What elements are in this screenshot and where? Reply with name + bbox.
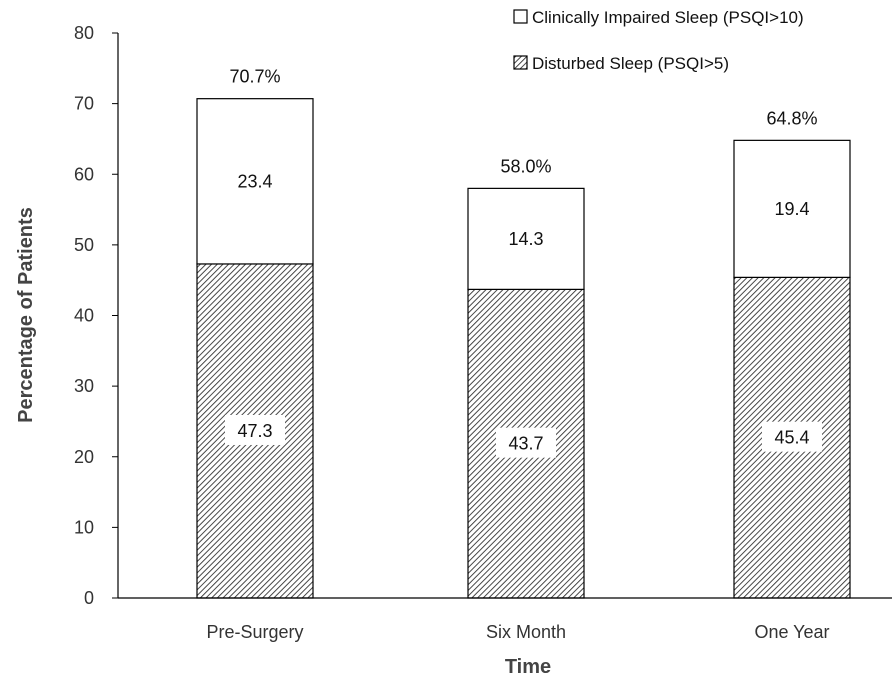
data-label-disturbed: 47.3 <box>237 421 272 441</box>
data-label-disturbed: 43.7 <box>508 434 543 454</box>
legend: Clinically Impaired Sleep (PSQI>10) Dist… <box>513 8 804 73</box>
bar-clinically-impaired-sleep <box>196 98 314 265</box>
legend-label-disturbed: Disturbed Sleep (PSQI>5) <box>532 54 729 73</box>
y-tick-label: 70 <box>74 94 94 114</box>
y-tick-label: 60 <box>74 164 94 184</box>
legend-swatch-clinically-impaired <box>513 9 528 24</box>
data-label-clinically-impaired: 14.3 <box>508 229 543 249</box>
x-tick-label: Pre-Surgery <box>206 622 303 642</box>
x-tick-label: One Year <box>754 622 829 642</box>
plot-area: 0 10 20 30 40 50 60 70 80 47.3 23.4 70.7% Pre-Surger… <box>74 23 892 642</box>
total-label: 58.0% <box>500 156 551 176</box>
data-label-disturbed: 45.4 <box>774 428 809 448</box>
y-tick-label: 0 <box>84 588 94 608</box>
data-label-clinically-impaired: 19.4 <box>774 199 809 219</box>
bar-clinically-impaired-sleep <box>733 139 851 278</box>
y-tick-label: 10 <box>74 517 94 537</box>
x-axis-title: Time <box>505 656 551 678</box>
data-label-background <box>496 427 556 458</box>
y-tick-label: 80 <box>74 23 94 43</box>
y-tick-label: 20 <box>74 447 94 467</box>
data-label-background <box>762 421 822 452</box>
legend-swatch-disturbed <box>513 55 528 70</box>
y-tick-label: 30 <box>74 376 94 396</box>
legend-label-clinically-impaired: Clinically Impaired Sleep (PSQI>10) <box>532 8 804 27</box>
total-label: 64.8% <box>766 108 817 128</box>
bar-clinically-impaired-sleep <box>467 187 585 290</box>
x-tick-label: Six Month <box>486 622 566 642</box>
data-label-background <box>225 414 285 445</box>
y-axis-title: Percentage of Patients <box>15 207 37 423</box>
total-label: 70.7% <box>229 67 280 87</box>
y-tick-label: 50 <box>74 235 94 255</box>
y-tick-label: 40 <box>74 306 94 326</box>
data-label-clinically-impaired: 23.4 <box>237 171 272 191</box>
bar-disturbed-sleep <box>196 263 314 599</box>
